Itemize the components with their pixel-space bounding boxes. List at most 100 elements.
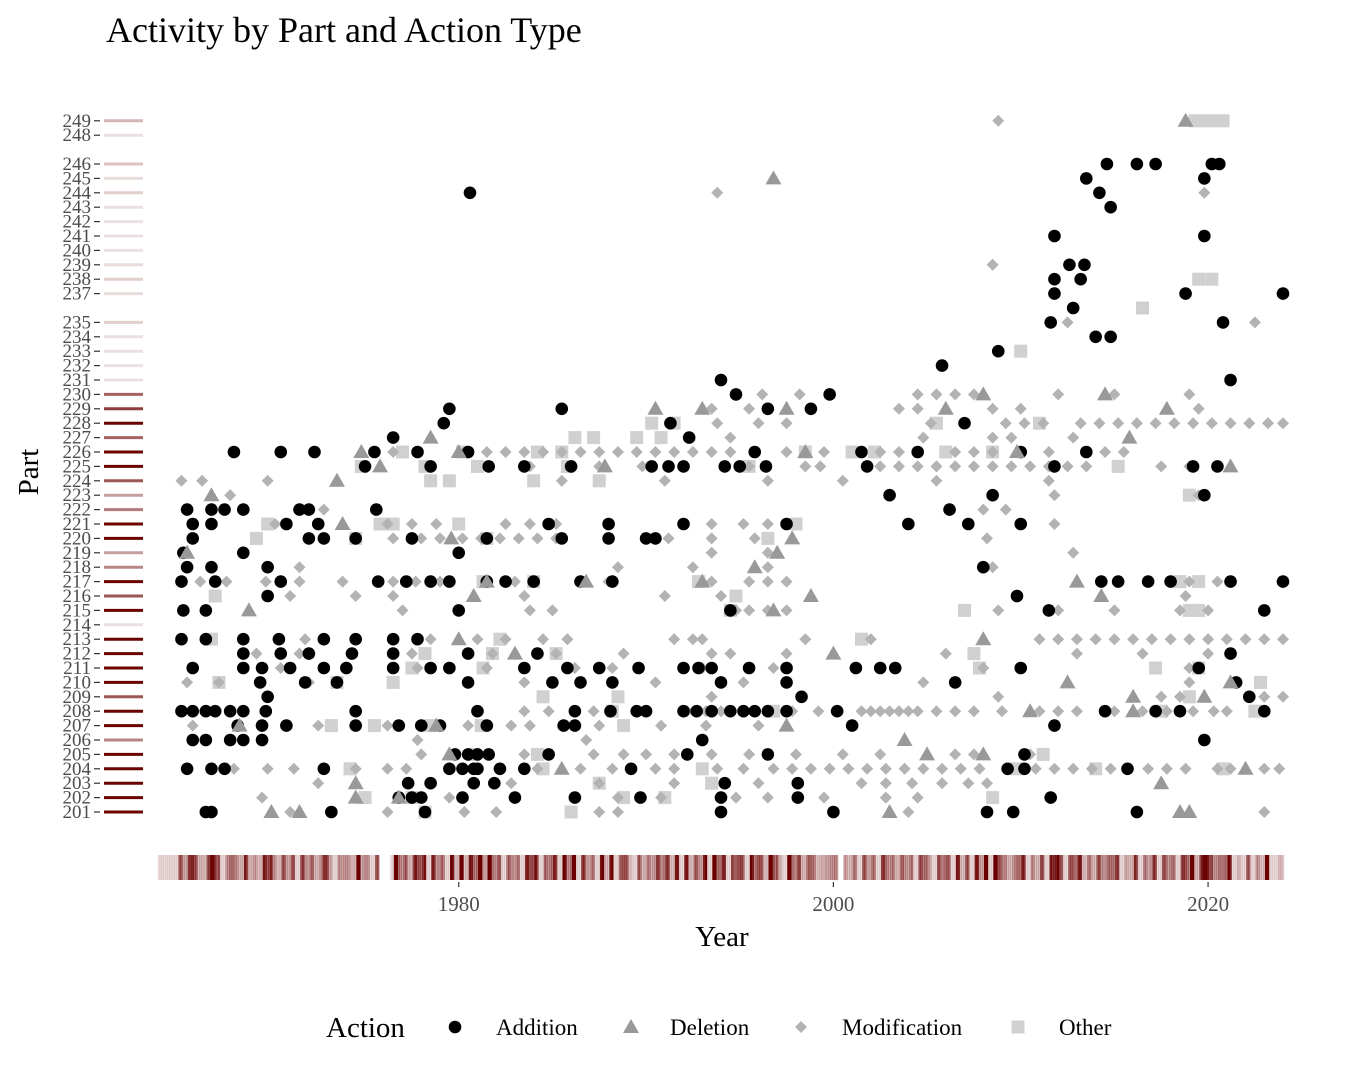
y-tick-label: 219: [63, 543, 92, 564]
point-modification: [898, 762, 911, 775]
point-addition: [443, 762, 456, 776]
point-addition: [508, 791, 522, 804]
point-modification: [593, 446, 606, 458]
point-modification: [967, 388, 980, 401]
point-other: [1036, 747, 1050, 761]
point-addition: [456, 791, 469, 804]
point-modification: [499, 446, 512, 458]
point-modification: [911, 402, 924, 415]
point-modification: [555, 446, 568, 458]
y-tick-label: 212: [63, 644, 92, 665]
point-deletion: [769, 544, 786, 559]
point-modification: [1061, 316, 1074, 329]
point-addition: [1018, 748, 1031, 761]
point-modification: [1070, 633, 1083, 646]
point-addition: [961, 517, 975, 531]
point-addition: [1224, 647, 1237, 660]
point-other: [1192, 272, 1206, 286]
point-other: [367, 719, 381, 733]
y-tick-label: 223: [63, 485, 92, 506]
point-modification: [1202, 647, 1215, 660]
point-modification: [724, 647, 737, 660]
point-other: [1254, 675, 1268, 689]
point-modification: [812, 705, 825, 718]
point-modification: [1243, 417, 1256, 430]
point-addition: [682, 431, 696, 444]
point-modification: [1052, 388, 1065, 401]
point-modification: [649, 446, 662, 458]
point-modification: [1187, 417, 1200, 430]
chart-title: Activity by Part and Action Type: [106, 10, 582, 50]
point-addition: [1224, 373, 1237, 387]
point-modification: [1108, 604, 1121, 617]
y-tick-label: 206: [63, 730, 92, 751]
point-deletion: [478, 573, 495, 588]
point-modification: [1117, 446, 1130, 458]
point-modification: [861, 762, 874, 775]
point-modification: [705, 546, 718, 559]
point-modification: [400, 762, 413, 775]
point-addition: [557, 719, 570, 732]
point-modification: [593, 806, 606, 818]
point-modification: [250, 647, 263, 660]
point-modification: [424, 633, 437, 646]
point-modification: [1277, 417, 1289, 430]
point-modification: [874, 460, 887, 473]
y-tick-label: 238: [63, 269, 92, 290]
point-modification: [711, 417, 724, 430]
point-modification: [855, 777, 868, 790]
point-addition: [405, 791, 419, 804]
point-modification: [911, 460, 924, 473]
point-addition: [208, 575, 222, 588]
point-modification: [1033, 633, 1046, 646]
point-addition: [714, 373, 728, 387]
y-tick-label: 230: [63, 384, 92, 405]
point-addition: [452, 546, 466, 560]
point-modification: [434, 532, 446, 545]
point-addition: [488, 776, 501, 790]
point-modification: [879, 791, 892, 804]
point-addition: [986, 488, 999, 502]
point-modification: [1024, 460, 1037, 473]
point-other: [645, 416, 659, 430]
point-modification: [1005, 431, 1018, 444]
point-deletion: [422, 429, 439, 444]
point-addition: [1093, 186, 1106, 200]
point-other: [208, 589, 222, 603]
point-modification: [917, 676, 930, 689]
point-addition: [568, 719, 582, 732]
point-modification: [949, 748, 962, 761]
point-other: [261, 517, 275, 531]
point-addition: [705, 661, 718, 675]
point-deletion: [506, 645, 523, 660]
point-other: [695, 762, 709, 776]
point-modification: [786, 762, 799, 775]
point-deletion: [240, 602, 257, 617]
point-addition: [186, 661, 200, 675]
point-modification: [986, 402, 999, 415]
point-addition: [1173, 704, 1187, 718]
point-modification: [986, 460, 999, 473]
point-modification: [1248, 316, 1261, 329]
point-modification: [902, 806, 915, 818]
point-modification: [194, 575, 207, 588]
point-modification: [490, 806, 503, 818]
point-addition: [330, 676, 344, 689]
point-addition: [180, 560, 194, 574]
point-modification: [593, 777, 606, 790]
point-modification: [1052, 633, 1065, 646]
y-tick-label: 210: [63, 672, 92, 693]
point-addition: [399, 575, 413, 588]
y-rug: [104, 119, 143, 814]
point-deletion: [450, 444, 467, 458]
point-addition: [1276, 287, 1290, 300]
point-modification: [480, 662, 493, 674]
point-addition: [518, 762, 531, 776]
point-modification: [523, 604, 536, 617]
legend-label: Addition: [496, 1015, 578, 1040]
point-other: [470, 459, 484, 473]
point-modification: [954, 762, 967, 775]
point-modification: [1042, 446, 1055, 458]
point-modification: [992, 690, 1005, 703]
point-addition: [317, 762, 331, 776]
